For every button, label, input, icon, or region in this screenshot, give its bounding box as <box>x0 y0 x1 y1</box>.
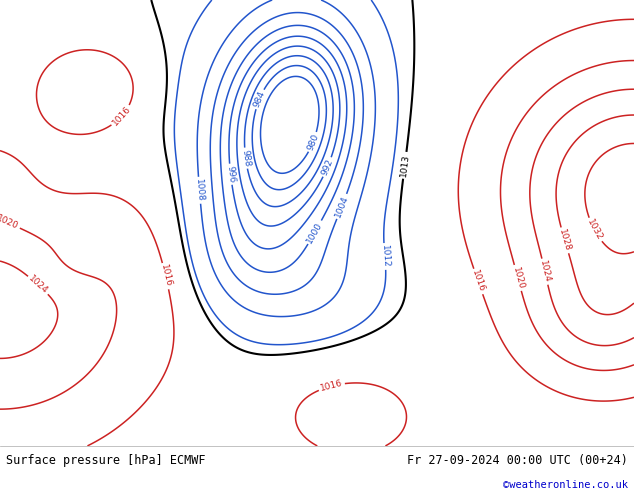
Text: 1016: 1016 <box>470 269 486 294</box>
Text: 1028: 1028 <box>557 228 573 253</box>
Text: 1016: 1016 <box>320 379 344 393</box>
Text: 1020: 1020 <box>0 214 20 231</box>
Text: 1032: 1032 <box>585 218 604 242</box>
Text: 980: 980 <box>306 132 320 152</box>
Text: 996: 996 <box>225 165 236 183</box>
Text: 1020: 1020 <box>510 266 525 290</box>
Text: 1008: 1008 <box>194 178 205 202</box>
Text: 1000: 1000 <box>305 220 325 245</box>
Text: 1013: 1013 <box>399 153 411 177</box>
Text: 1016: 1016 <box>110 104 133 128</box>
Text: 1016: 1016 <box>158 264 172 288</box>
Text: 992: 992 <box>320 157 335 177</box>
Text: Fr 27-09-2024 00:00 UTC (00+24): Fr 27-09-2024 00:00 UTC (00+24) <box>407 454 628 466</box>
Text: 984: 984 <box>252 90 267 109</box>
Text: Surface pressure [hPa] ECMWF: Surface pressure [hPa] ECMWF <box>6 454 206 466</box>
Text: 1024: 1024 <box>27 274 49 296</box>
Text: ©weatheronline.co.uk: ©weatheronline.co.uk <box>503 480 628 490</box>
Text: 1024: 1024 <box>538 260 552 284</box>
Text: 988: 988 <box>240 149 251 167</box>
Text: 1012: 1012 <box>380 245 390 268</box>
Text: 1004: 1004 <box>333 194 350 219</box>
